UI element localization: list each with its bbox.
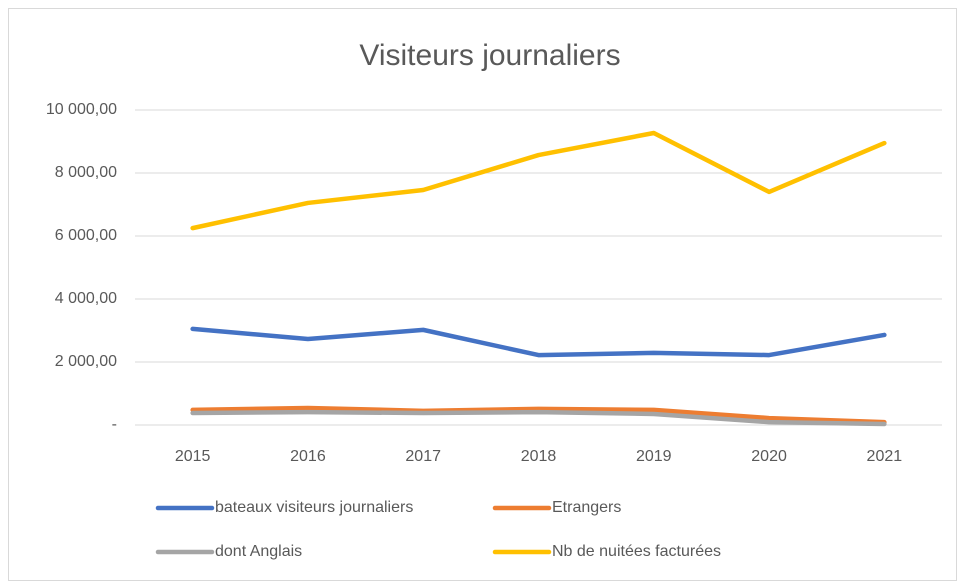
chart-title: Visiteurs journaliers	[359, 39, 620, 72]
legend-label: Nb de nuitées facturées	[552, 543, 721, 560]
x-tick-label: 2019	[636, 448, 672, 465]
y-tick-label: 10 000,00	[46, 101, 117, 118]
legend-label: bateaux visiteurs journaliers	[215, 499, 413, 516]
y-tick-label: -	[112, 416, 117, 433]
x-tick-label: 2021	[867, 448, 903, 465]
legend-label: Etrangers	[552, 499, 621, 516]
series-line	[190, 130, 887, 231]
x-tick-label: 2020	[751, 448, 787, 465]
y-tick-label: 4 000,00	[55, 290, 117, 307]
y-tick-label: 2 000,00	[55, 353, 117, 370]
x-tick-label: 2016	[290, 448, 326, 465]
x-tick-label: 2017	[405, 448, 441, 465]
series-line	[190, 409, 887, 427]
y-tick-label: 6 000,00	[55, 227, 117, 244]
series-line	[190, 326, 887, 358]
x-tick-label: 2015	[175, 448, 211, 465]
chart-frame	[8, 8, 957, 581]
legend-label: dont Anglais	[215, 543, 302, 560]
y-tick-label: 8 000,00	[55, 164, 117, 181]
series-line	[190, 405, 887, 425]
x-tick-label: 2018	[521, 448, 557, 465]
